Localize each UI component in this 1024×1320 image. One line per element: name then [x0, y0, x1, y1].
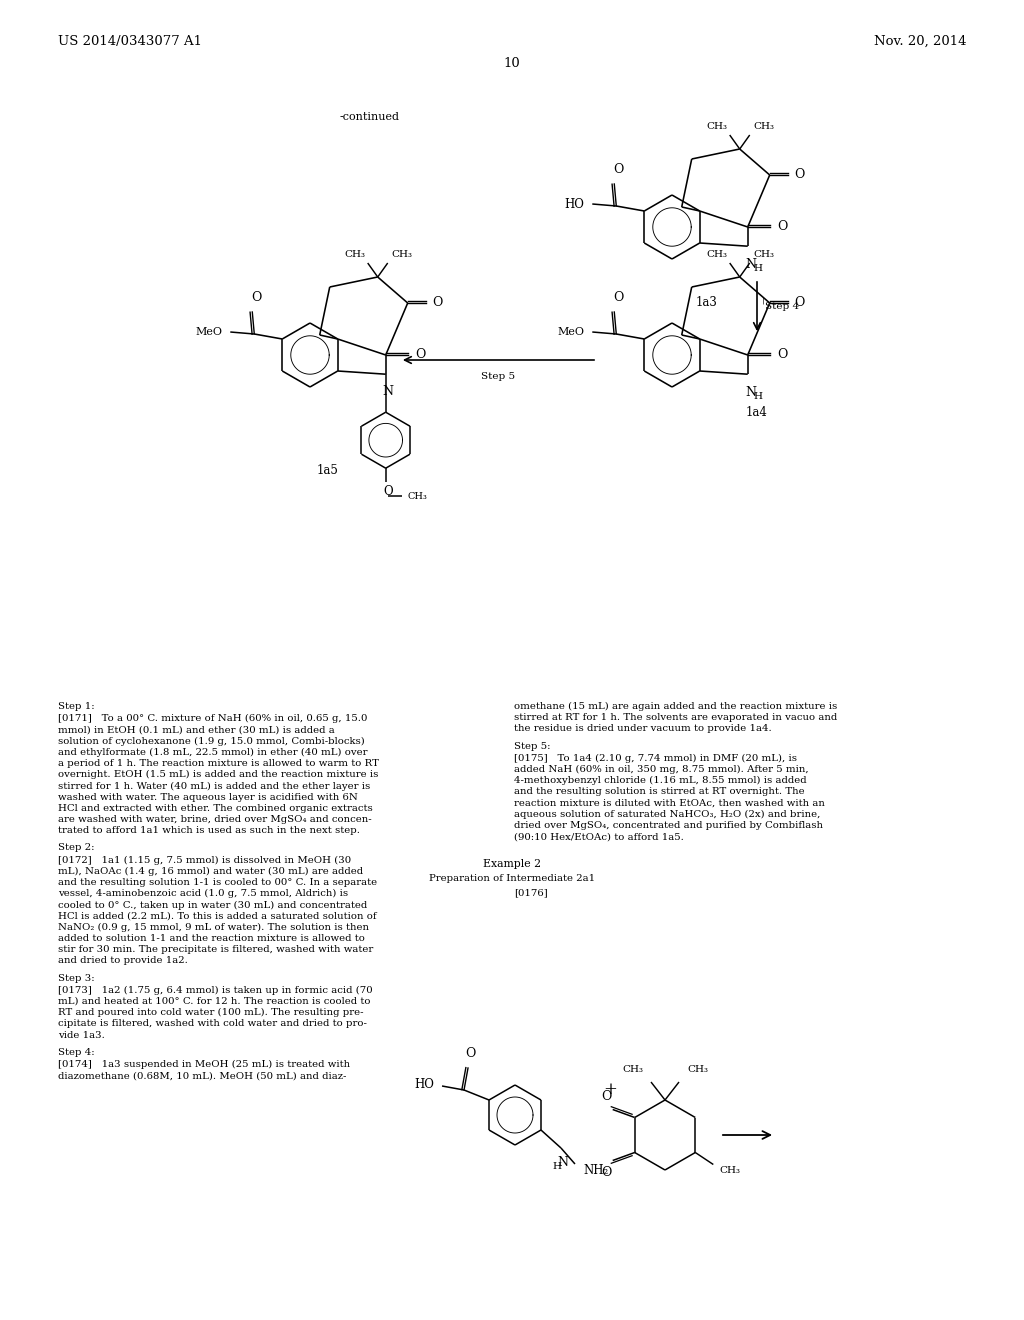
- Text: stir for 30 min. The precipitate is filtered, washed with water: stir for 30 min. The precipitate is filt…: [58, 945, 374, 954]
- Text: H: H: [553, 1162, 561, 1171]
- Text: overnight. EtOH (1.5 mL) is added and the reaction mixture is: overnight. EtOH (1.5 mL) is added and th…: [58, 770, 379, 779]
- Text: H: H: [754, 264, 762, 273]
- Text: O: O: [433, 296, 443, 309]
- Text: O: O: [383, 486, 392, 498]
- Text: [0171]   To a 00° C. mixture of NaH (60% in oil, 0.65 g, 15.0: [0171] To a 00° C. mixture of NaH (60% i…: [58, 714, 368, 723]
- Text: 1a3: 1a3: [696, 296, 718, 309]
- Text: MeO: MeO: [196, 327, 222, 337]
- Text: stirred at RT for 1 h. The solvents are evaporated in vacuo and: stirred at RT for 1 h. The solvents are …: [514, 713, 838, 722]
- Text: Step 3:: Step 3:: [58, 974, 94, 982]
- Text: CH₃: CH₃: [622, 1065, 643, 1074]
- Text: CH₃: CH₃: [707, 121, 728, 131]
- Text: Preparation of Intermediate 2a1: Preparation of Intermediate 2a1: [429, 874, 595, 883]
- Text: omethane (15 mL) are again added and the reaction mixture is: omethane (15 mL) are again added and the…: [514, 702, 838, 711]
- Text: O: O: [795, 296, 805, 309]
- Text: mmol) in EtOH (0.1 mL) and ether (30 mL) is added a: mmol) in EtOH (0.1 mL) and ether (30 mL)…: [58, 726, 335, 734]
- Text: NaNO₂ (0.9 g, 15 mmol, 9 mL of water). The solution is then: NaNO₂ (0.9 g, 15 mmol, 9 mL of water). T…: [58, 923, 369, 932]
- Text: mL), NaOAc (1.4 g, 16 mmol) and water (30 mL) are added: mL), NaOAc (1.4 g, 16 mmol) and water (3…: [58, 867, 364, 876]
- Text: Example 2: Example 2: [483, 859, 541, 870]
- Text: Nov. 20, 2014: Nov. 20, 2014: [873, 36, 966, 48]
- Text: cooled to 0° C., taken up in water (30 mL) and concentrated: cooled to 0° C., taken up in water (30 m…: [58, 900, 368, 909]
- Text: and the resulting solution 1-1 is cooled to 00° C. In a separate: and the resulting solution 1-1 is cooled…: [58, 878, 377, 887]
- Text: [0172]   1a1 (1.15 g, 7.5 mmol) is dissolved in MeOH (30: [0172] 1a1 (1.15 g, 7.5 mmol) is dissolv…: [58, 855, 351, 865]
- Text: O: O: [251, 290, 261, 304]
- Text: [0174]   1a3 suspended in MeOH (25 mL) is treated with: [0174] 1a3 suspended in MeOH (25 mL) is …: [58, 1060, 350, 1069]
- Text: diazomethane (0.68M, 10 mL). MeOH (50 mL) and diaz-: diazomethane (0.68M, 10 mL). MeOH (50 mL…: [58, 1072, 346, 1080]
- Text: CH₃: CH₃: [754, 121, 775, 131]
- Text: Step 1:: Step 1:: [58, 702, 94, 711]
- Text: and dried to provide 1a2.: and dried to provide 1a2.: [58, 957, 187, 965]
- Text: vide 1a3.: vide 1a3.: [58, 1031, 104, 1040]
- Text: CH₃: CH₃: [707, 249, 728, 259]
- Text: HO: HO: [564, 198, 585, 210]
- Text: MeO: MeO: [557, 327, 585, 337]
- Text: +: +: [603, 1081, 616, 1098]
- Text: HCl and extracted with ether. The combined organic extracts: HCl and extracted with ether. The combin…: [58, 804, 373, 813]
- Text: -continued: -continued: [340, 112, 400, 121]
- Text: 1a5: 1a5: [317, 463, 339, 477]
- Text: CH₃: CH₃: [408, 492, 428, 500]
- Text: [0175]   To 1a4 (2.10 g, 7.74 mmol) in DMF (20 mL), is: [0175] To 1a4 (2.10 g, 7.74 mmol) in DMF…: [514, 754, 797, 763]
- Text: O: O: [416, 347, 426, 360]
- Text: US 2014/0343077 A1: US 2014/0343077 A1: [58, 36, 202, 48]
- Text: stirred for 1 h. Water (40 mL) is added and the ether layer is: stirred for 1 h. Water (40 mL) is added …: [58, 781, 371, 791]
- Text: reaction mixture is diluted with EtOAc, then washed with an: reaction mixture is diluted with EtOAc, …: [514, 799, 825, 808]
- Text: O: O: [601, 1090, 612, 1104]
- Text: O: O: [777, 347, 788, 360]
- Text: CH₃: CH₃: [754, 249, 775, 259]
- Text: solution of cyclohexanone (1.9 g, 15.0 mmol, Combi-blocks): solution of cyclohexanone (1.9 g, 15.0 m…: [58, 737, 365, 746]
- Text: [0173]   1a2 (1.75 g, 6.4 mmol) is taken up in formic acid (70: [0173] 1a2 (1.75 g, 6.4 mmol) is taken u…: [58, 986, 373, 995]
- Text: CH₃: CH₃: [719, 1166, 740, 1175]
- Text: NH₂: NH₂: [583, 1163, 608, 1176]
- Text: and ethylformate (1.8 mL, 22.5 mmol) in ether (40 mL) over: and ethylformate (1.8 mL, 22.5 mmol) in …: [58, 748, 368, 756]
- Text: O: O: [613, 162, 624, 176]
- Text: O: O: [613, 290, 624, 304]
- Text: aqueous solution of saturated NaHCO₃, H₂O (2x) and brine,: aqueous solution of saturated NaHCO₃, H₂…: [514, 809, 820, 818]
- Text: Step 4:: Step 4:: [58, 1048, 94, 1057]
- Text: Step 5:: Step 5:: [514, 742, 551, 751]
- Text: O: O: [465, 1047, 475, 1060]
- Text: washed with water. The aqueous layer is acidified with 6N: washed with water. The aqueous layer is …: [58, 792, 357, 801]
- Text: mL) and heated at 100° C. for 12 h. The reaction is cooled to: mL) and heated at 100° C. for 12 h. The …: [58, 997, 371, 1006]
- Text: RT and poured into cold water (100 mL). The resulting pre-: RT and poured into cold water (100 mL). …: [58, 1008, 364, 1018]
- Text: N: N: [745, 259, 756, 271]
- Text: vessel, 4-aminobenzoic acid (1.0 g, 7.5 mmol, Aldrich) is: vessel, 4-aminobenzoic acid (1.0 g, 7.5 …: [58, 890, 348, 899]
- Text: a period of 1 h. The reaction mixture is allowed to warm to RT: a period of 1 h. The reaction mixture is…: [58, 759, 379, 768]
- Text: Step 2:: Step 2:: [58, 843, 94, 853]
- Text: trated to afford 1a1 which is used as such in the next step.: trated to afford 1a1 which is used as su…: [58, 826, 360, 836]
- Text: CH₃: CH₃: [687, 1065, 708, 1074]
- Text: HCl is added (2.2 mL). To this is added a saturated solution of: HCl is added (2.2 mL). To this is added …: [58, 912, 377, 920]
- Text: and the resulting solution is stirred at RT overnight. The: and the resulting solution is stirred at…: [514, 788, 805, 796]
- Text: dried over MgSO₄, concentrated and purified by Combiflash: dried over MgSO₄, concentrated and purif…: [514, 821, 823, 830]
- Text: N: N: [382, 385, 393, 399]
- Text: N: N: [557, 1156, 568, 1170]
- Text: O: O: [601, 1167, 612, 1180]
- Text: are washed with water, brine, dried over MgSO₄ and concen-: are washed with water, brine, dried over…: [58, 814, 372, 824]
- Text: O: O: [795, 168, 805, 181]
- Text: 4-methoxybenzyl chloride (1.16 mL, 8.55 mmol) is added: 4-methoxybenzyl chloride (1.16 mL, 8.55 …: [514, 776, 807, 785]
- Text: HO: HO: [414, 1078, 434, 1092]
- Text: [0176]: [0176]: [514, 888, 548, 896]
- Text: 10: 10: [504, 57, 520, 70]
- Text: added NaH (60% in oil, 350 mg, 8.75 mmol). After 5 min,: added NaH (60% in oil, 350 mg, 8.75 mmol…: [514, 766, 809, 774]
- Text: N: N: [745, 387, 756, 399]
- Text: (90:10 Hex/EtOAc) to afford 1a5.: (90:10 Hex/EtOAc) to afford 1a5.: [514, 832, 684, 841]
- Text: 1a4: 1a4: [746, 407, 768, 420]
- Text: H: H: [754, 392, 762, 401]
- Text: |: |: [762, 297, 765, 305]
- Text: added to solution 1-1 and the reaction mixture is allowed to: added to solution 1-1 and the reaction m…: [58, 935, 365, 942]
- Text: Step 5: Step 5: [481, 372, 515, 381]
- Text: cipitate is filtered, washed with cold water and dried to pro-: cipitate is filtered, washed with cold w…: [58, 1019, 367, 1028]
- Text: CH₃: CH₃: [345, 249, 366, 259]
- Text: O: O: [777, 219, 788, 232]
- Text: the residue is dried under vacuum to provide 1a4.: the residue is dried under vacuum to pro…: [514, 725, 772, 734]
- Text: CH₃: CH₃: [392, 249, 413, 259]
- Text: Step 4: Step 4: [765, 302, 799, 312]
